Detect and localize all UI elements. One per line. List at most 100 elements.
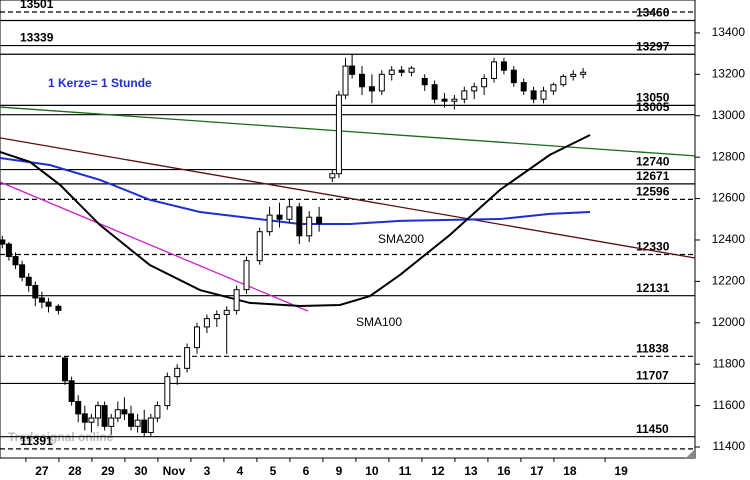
candle-body <box>431 84 438 100</box>
x-tick-label: 29 <box>101 464 115 478</box>
candle-body <box>184 347 191 369</box>
candle-body <box>128 413 135 427</box>
y-tick-label: 12600 <box>712 191 746 205</box>
candle-body <box>329 173 336 179</box>
candle-body <box>471 86 478 92</box>
x-tick-label: 10 <box>365 464 379 478</box>
candle-body <box>530 90 537 100</box>
y-tick-label: 11600 <box>713 398 746 412</box>
trend-line <box>0 137 696 259</box>
y-tick-label: 12000 <box>712 315 746 329</box>
x-tick-label: 17 <box>530 464 544 478</box>
candle-body <box>194 326 201 349</box>
x-tick-label: 18 <box>563 464 577 478</box>
level-label: 12596 <box>636 185 670 199</box>
level-label: 13339 <box>20 31 54 45</box>
candle-body <box>81 413 88 423</box>
candle-body <box>38 297 45 303</box>
candle-body <box>256 231 263 262</box>
x-tick-label: 6 <box>303 464 310 478</box>
candle-body <box>550 84 557 92</box>
trend-line <box>0 106 696 157</box>
x-tick-label: 30 <box>134 464 148 478</box>
level-label: 12330 <box>636 240 670 254</box>
candle-body <box>62 357 69 382</box>
x-tick-label: 27 <box>35 464 49 478</box>
candle-body <box>5 243 12 258</box>
y-tick-label: 12200 <box>712 274 746 288</box>
candle-body <box>266 214 273 233</box>
candle-body <box>32 285 39 299</box>
level-label: 11450 <box>636 422 669 436</box>
candle-body <box>134 419 141 427</box>
y-tick-label: 12400 <box>712 232 746 246</box>
x-tick-label: 4 <box>237 464 244 478</box>
candle-body <box>25 276 32 287</box>
candle-body <box>213 314 220 320</box>
candle-body <box>203 318 210 328</box>
level-label: 12131 <box>636 281 670 295</box>
candle-body <box>276 214 283 220</box>
level-label: 13460 <box>636 6 670 20</box>
candle-body <box>68 380 75 402</box>
candle-body <box>580 71 587 75</box>
candle-body <box>335 94 342 175</box>
candle-body <box>510 69 517 84</box>
candle-body <box>421 77 428 86</box>
level-label: 13050 <box>636 91 670 105</box>
candle-body <box>500 61 507 71</box>
candle-body <box>398 69 405 73</box>
x-tick-label: 5 <box>270 464 277 478</box>
candle-body <box>441 98 448 102</box>
y-tick-label: 12800 <box>712 149 746 163</box>
x-tick-label: 12 <box>431 464 445 478</box>
level-label: 11707 <box>636 369 669 383</box>
series-label: SMA200 <box>378 232 424 246</box>
series-label: SMA100 <box>356 315 402 329</box>
level-label: 11838 <box>636 342 669 356</box>
candle-body <box>55 305 62 311</box>
candle-body <box>223 309 230 316</box>
candle-body <box>408 67 415 73</box>
candle-body <box>108 417 115 427</box>
candle-body <box>461 90 468 100</box>
candle-body <box>359 73 366 88</box>
level-label: 11391 <box>20 434 53 448</box>
x-tick-label: Nov <box>163 464 186 478</box>
candle-body <box>481 77 488 88</box>
level-label: 13501 <box>20 0 54 11</box>
y-tick-label: 13000 <box>712 108 746 122</box>
level-label: 12740 <box>636 155 670 169</box>
x-tick-label: 3 <box>204 464 211 478</box>
level-label: 12671 <box>636 169 670 183</box>
level-label: 13297 <box>636 39 670 53</box>
x-tick-label: 9 <box>336 464 343 478</box>
candle-body <box>451 98 458 102</box>
candle-body <box>147 417 154 434</box>
y-tick-label: 11800 <box>713 356 746 370</box>
candle-body <box>101 405 108 427</box>
candle-body <box>349 65 356 75</box>
candle-body <box>0 239 6 245</box>
candle-body <box>95 405 102 419</box>
candle-body <box>342 65 349 96</box>
candle-body <box>75 400 82 415</box>
candle-body <box>306 216 313 237</box>
candle-body <box>560 75 567 86</box>
candle-body <box>520 82 527 92</box>
candle-body <box>233 289 240 311</box>
candle-body <box>491 61 498 79</box>
candle-body <box>174 367 181 378</box>
x-tick-label: 19 <box>614 464 628 478</box>
candle-body <box>540 90 547 100</box>
candle-body <box>164 376 171 407</box>
candle-body <box>243 260 250 291</box>
trend-line <box>0 181 309 312</box>
candle-body <box>296 206 303 237</box>
candle-body <box>368 86 375 92</box>
x-tick-label: 28 <box>68 464 82 478</box>
candle-body <box>154 405 161 419</box>
x-tick-label: 16 <box>497 464 511 478</box>
candle-body <box>88 417 95 423</box>
